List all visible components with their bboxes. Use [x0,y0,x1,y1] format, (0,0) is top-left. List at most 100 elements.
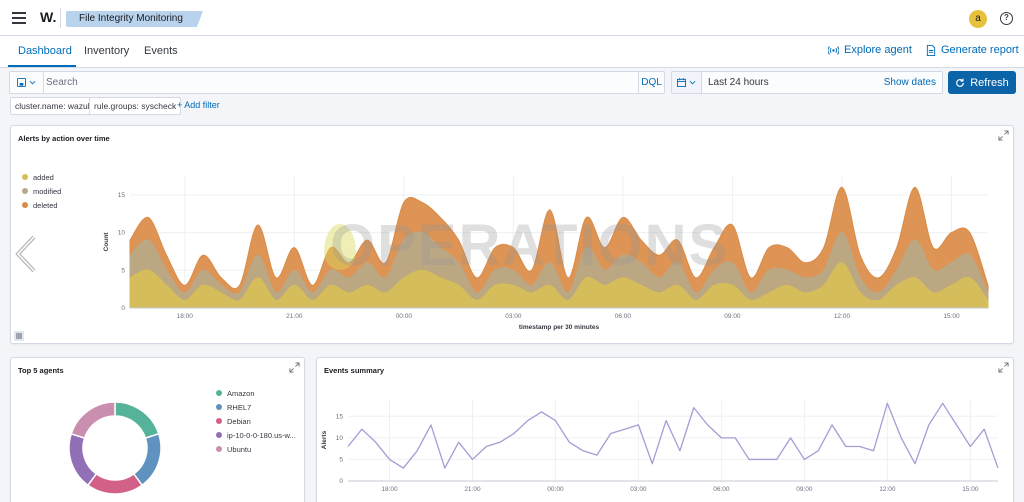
date-range-text[interactable]: Last 24 hours [708,77,769,88]
donut-slice-4 [70,401,116,440]
legend-label: modified [33,186,62,196]
legend-item-modified[interactable]: modified [22,184,61,198]
tab-inventory[interactable]: Inventory [84,45,130,57]
panel-title: Alerts by action over time [18,134,110,143]
x-tick-label: 03:00 [630,486,647,493]
explore-agent-button[interactable]: Explore agent [828,44,912,56]
x-tick-label: 15:00 [943,313,960,320]
document-icon [926,44,936,56]
generate-report-label: Generate report [941,44,1019,56]
x-tick-label: 18:00 [381,486,398,493]
legend-label: Ubuntu [227,444,252,454]
legend-item-ip-host[interactable]: ip-10-0-0-180.us-w... [216,428,296,442]
x-tick-label: 06:00 [713,486,730,493]
expand-icon[interactable] [998,362,1009,373]
x-tick-label: 21:00 [464,486,481,493]
query-language-button[interactable]: DQL [638,72,664,93]
y-tick-label: 0 [121,305,125,312]
x-tick-label: 12:00 [879,486,896,493]
search-bar: DQL [9,71,665,94]
legend-dot [216,418,222,424]
chevron-down-icon [29,80,36,85]
agents-legend: Amazon RHEL7 Debian ip-10-0-0-180.us-w..… [216,386,296,456]
legend-item-debian[interactable]: Debian [216,414,296,428]
explore-agent-label: Explore agent [844,44,912,56]
legend-item-rhel7[interactable]: RHEL7 [216,400,296,414]
legend-label: added [33,172,54,182]
chevron-left-icon[interactable] [12,234,40,274]
saved-queries-button[interactable] [10,72,44,93]
x-tick-label: 00:00 [396,313,413,320]
x-tick-label: 03:00 [505,313,522,320]
x-tick-label: 00:00 [547,486,564,493]
y-tick-label: 15 [336,413,344,420]
panel-title: Events summary [324,366,385,375]
legend-label: RHEL7 [227,402,252,412]
avatar[interactable]: a [969,10,987,28]
x-tick-label: 18:00 [177,313,194,320]
agents-donut-chart [68,401,162,495]
area-series-added [129,262,989,309]
legend-toggle-icon[interactable] [14,331,24,341]
legend-dot [22,188,28,194]
legend-item-deleted[interactable]: deleted [22,198,61,212]
expand-icon[interactable] [289,362,300,373]
refresh-button[interactable]: Refresh [948,71,1016,94]
y-tick-label: 5 [121,267,125,274]
top-header: W. File Integrity Monitoring a ? [0,0,1024,36]
line-series-alerts [347,402,999,469]
expand-icon[interactable] [998,130,1009,141]
legend-dot [216,432,222,438]
chart-legend: added modified deleted [22,170,61,212]
events-line-chart: 0 5 10 15 18:00 21:00 00:00 03:00 06:00 09:00 12:0… [321,399,999,493]
legend-label: Debian [227,416,251,426]
y-tick-label: 15 [118,192,126,199]
quick-date-button[interactable] [672,72,702,93]
tab-bar: Dashboard Inventory Events Explore agent… [0,36,1024,68]
x-axis-title: timestamp per 30 minutes [519,324,600,331]
y-tick-label: 10 [336,435,344,442]
active-tab-indicator [8,65,76,67]
filter-pill-cluster[interactable]: cluster.name: wazuh [10,97,98,115]
tab-events[interactable]: Events [144,45,178,57]
legend-item-amazon[interactable]: Amazon [216,386,296,400]
donut-slice-0 [114,401,160,440]
panel-title: Top 5 agents [18,366,64,375]
legend-dot [216,404,222,410]
legend-item-ubuntu[interactable]: Ubuntu [216,442,296,456]
show-dates-link[interactable]: Show dates [883,77,936,88]
x-tick-label: 06:00 [615,313,632,320]
alerts-area-chart: 0 5 10 15 18:00 21:00 00:00 03:00 06:00 09:00 12:0… [103,176,989,331]
header-divider [60,8,61,28]
search-input[interactable] [46,74,636,91]
legend-dot [216,390,222,396]
refresh-label: Refresh [970,76,1009,89]
legend-label: deleted [33,200,58,210]
refresh-icon [956,78,965,87]
save-icon [17,78,26,87]
legend-dot [22,174,28,180]
area-series-modified [129,231,989,309]
filter-pill-rule-groups[interactable]: rule.groups: syscheck [89,97,182,115]
y-axis-title: Alerts [321,430,328,449]
legend-dot [22,202,28,208]
app-logo[interactable]: W. [40,9,57,25]
y-tick-label: 5 [339,456,343,463]
hamburger-icon[interactable] [12,12,26,24]
breadcrumb[interactable]: File Integrity Monitoring [66,11,203,27]
help-icon[interactable]: ? [1000,12,1013,25]
radio-signal-icon [828,45,839,55]
donut-slice-3 [68,432,98,487]
generate-report-button[interactable]: Generate report [926,44,1019,56]
legend-item-added[interactable]: added [22,170,61,184]
chevron-down-icon [689,80,696,85]
date-picker: Last 24 hours Show dates [671,71,943,94]
calendar-icon [677,78,686,87]
add-filter-button[interactable]: + Add filter [177,100,220,110]
tab-dashboard[interactable]: Dashboard [18,45,72,57]
y-axis-title: Count [103,232,110,252]
legend-label: ip-10-0-0-180.us-w... [227,430,296,440]
legend-dot [216,446,222,452]
x-tick-label: 09:00 [796,486,813,493]
donut-slice-2 [86,472,144,495]
